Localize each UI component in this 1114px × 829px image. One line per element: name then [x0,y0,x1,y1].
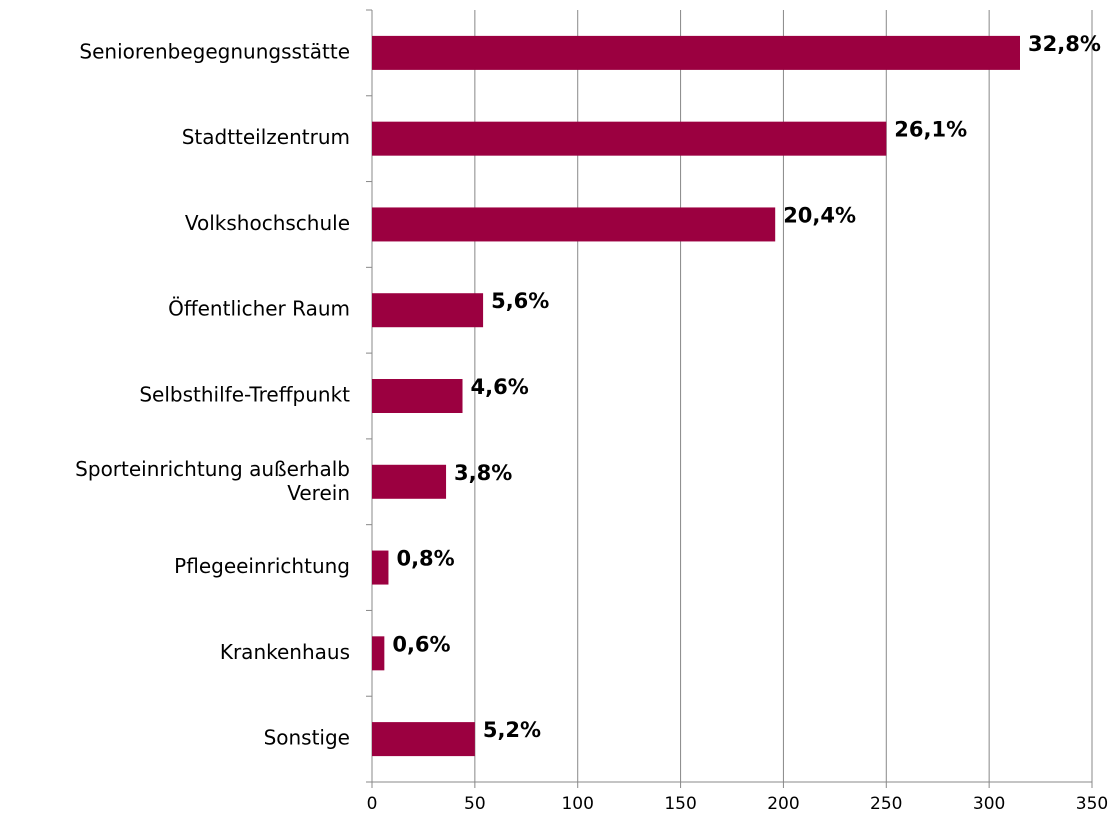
percent-label: 4,6% [471,375,529,399]
bar [372,550,389,585]
y-tick-label: Seniorenbegegnungsstätte [79,39,350,63]
percent-label: 0,6% [392,632,450,656]
y-tick-label: Pflegeeinrichtung [174,554,350,578]
bar [372,35,1020,70]
percent-label: 20,4% [783,203,856,227]
x-tick-label: 200 [767,794,799,814]
x-tick-label: 300 [973,794,1005,814]
x-tick-label: 100 [561,794,593,814]
percent-label: 0,8% [396,547,454,571]
x-tick-label: 150 [664,794,696,814]
y-tick-label: Sporteinrichtung außerhalb Verein [75,456,350,504]
percent-label: 5,2% [483,718,541,742]
bar [372,722,475,757]
bar [372,464,447,499]
bar [372,636,385,671]
percent-label: 5,6% [491,289,549,313]
x-tick-label: 0 [367,794,378,814]
bar [372,293,484,328]
y-tick-label: Öffentlicher Raum [168,297,350,321]
y-tick-label: Selbsthilfe-Treffpunkt [139,383,350,407]
y-tick-label: Volkshochschule [185,211,350,235]
x-tick-label: 250 [870,794,902,814]
percent-label: 3,8% [454,461,512,485]
percent-label: 32,8% [1028,32,1101,56]
y-tick-label: Krankenhaus [220,640,350,664]
x-tick-label: 350 [1076,794,1108,814]
bar [372,207,776,242]
percent-label: 26,1% [894,118,967,142]
y-tick-label: Sonstige [264,726,350,750]
y-tick-label: Stadtteilzentrum [182,125,350,149]
bar [372,379,463,413]
x-tick-label: 50 [464,794,486,814]
bar [372,121,887,156]
